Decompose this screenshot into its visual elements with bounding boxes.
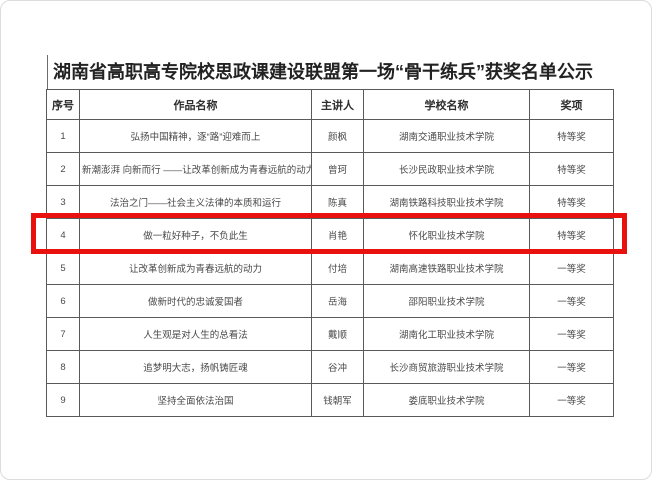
table-row: 1 弘扬中国精神，逐“路”迎难而上 颜枫 湖南交通职业技术学院 特等奖: [46, 119, 614, 153]
cell-work-title: 坚持全面依法治国: [79, 383, 312, 417]
cell-seq: 3: [46, 185, 80, 219]
col-header-school: 学校名称: [363, 89, 530, 120]
cell-seq: 5: [46, 251, 80, 285]
cell-speaker: 付培: [311, 251, 364, 285]
page-title: 湖南省高职高专院校思政课建设联盟第一场“骨干练兵”获奖名单公示: [47, 55, 613, 89]
cell-speaker: 谷冲: [311, 350, 364, 384]
cell-speaker: 肖艳: [311, 218, 364, 252]
cell-school: 湖南高速铁路职业技术学院: [363, 251, 530, 285]
cell-school: 湖南铁路科技职业技术学院: [363, 185, 530, 219]
cell-speaker: 颜枫: [311, 119, 364, 153]
table-header-row: 序号 作品名称 主讲人 学校名称 奖项: [46, 89, 614, 120]
cell-school: 长沙商贸旅游职业技术学院: [363, 350, 530, 384]
cell-speaker: 陈真: [311, 185, 364, 219]
cell-school: 长沙民政职业技术学院: [363, 152, 530, 186]
cell-speaker: 曾珂: [311, 152, 364, 186]
award-table: 序号 作品名称 主讲人 学校名称 奖项 1 弘扬中国精神，逐“路”迎难而上 颜枫…: [46, 89, 614, 417]
col-header-speaker: 主讲人: [311, 89, 364, 120]
cell-seq: 8: [46, 350, 80, 384]
col-header-award: 奖项: [529, 89, 614, 120]
cell-school: 怀化职业技术学院: [363, 218, 530, 252]
cell-award: 一等奖: [529, 350, 614, 384]
cell-seq: 7: [46, 317, 80, 351]
cell-speaker: 钱朝军: [311, 383, 364, 417]
cell-award: 一等奖: [529, 284, 614, 318]
cell-school: 娄底职业技术学院: [363, 383, 530, 417]
table-row: 8 追梦明大志，扬帆铸匠魂 谷冲 长沙商贸旅游职业技术学院 一等奖: [46, 350, 614, 384]
cell-work-title: 做新时代的忠诚爱国者: [79, 284, 312, 318]
col-header-work: 作品名称: [79, 89, 312, 120]
cell-award: 一等奖: [529, 383, 614, 417]
cell-award: 特等奖: [529, 152, 614, 186]
table-row: 5 让改革创新成为青春远航的动力 付培 湖南高速铁路职业技术学院 一等奖: [46, 251, 614, 285]
cell-award: 特等奖: [529, 119, 614, 153]
cell-work-title: 弘扬中国精神，逐“路”迎难而上: [79, 119, 312, 153]
cell-award: 一等奖: [529, 317, 614, 351]
table-row: 2 新潮澎湃 向新而行 ——让改革创新成为青春远航的动力 曾珂 长沙民政职业技术…: [46, 152, 614, 186]
cell-school: 湖南交通职业技术学院: [363, 119, 530, 153]
table-row: 3 法治之门——社会主义法律的本质和运行 陈真 湖南铁路科技职业技术学院 特等奖: [46, 185, 614, 219]
table-row: 9 坚持全面依法治国 钱朝军 娄底职业技术学院 一等奖: [46, 383, 614, 417]
cell-work-title: 法治之门——社会主义法律的本质和运行: [79, 185, 312, 219]
cell-speaker: 戴顺: [311, 317, 364, 351]
cell-award: 一等奖: [529, 251, 614, 285]
cell-work-title: 追梦明大志，扬帆铸匠魂: [79, 350, 312, 384]
cell-work-title: 做一粒好种子，不负此生: [79, 218, 312, 252]
cell-seq: 6: [46, 284, 80, 318]
cell-school: 邵阳职业技术学院: [363, 284, 530, 318]
cell-award: 特等奖: [529, 185, 614, 219]
col-header-seq: 序号: [46, 89, 80, 120]
cell-work-title: 新潮澎湃 向新而行 ——让改革创新成为青春远航的动力: [79, 152, 312, 186]
cell-seq: 2: [46, 152, 80, 186]
table-row-highlighted: 4 做一粒好种子，不负此生 肖艳 怀化职业技术学院 特等奖: [46, 218, 614, 252]
cell-seq: 9: [46, 383, 80, 417]
cell-school: 湖南化工职业技术学院: [363, 317, 530, 351]
cell-work-title: 让改革创新成为青春远航的动力: [79, 251, 312, 285]
table-row: 6 做新时代的忠诚爱国者 岳海 邵阳职业技术学院 一等奖: [46, 284, 614, 318]
cell-work-title: 人生观是对人生的总看法: [79, 317, 312, 351]
cell-seq: 4: [46, 218, 80, 252]
cell-seq: 1: [46, 119, 80, 153]
table-row: 7 人生观是对人生的总看法 戴顺 湖南化工职业技术学院 一等奖: [46, 317, 614, 351]
cell-award: 特等奖: [529, 218, 614, 252]
cell-speaker: 岳海: [311, 284, 364, 318]
